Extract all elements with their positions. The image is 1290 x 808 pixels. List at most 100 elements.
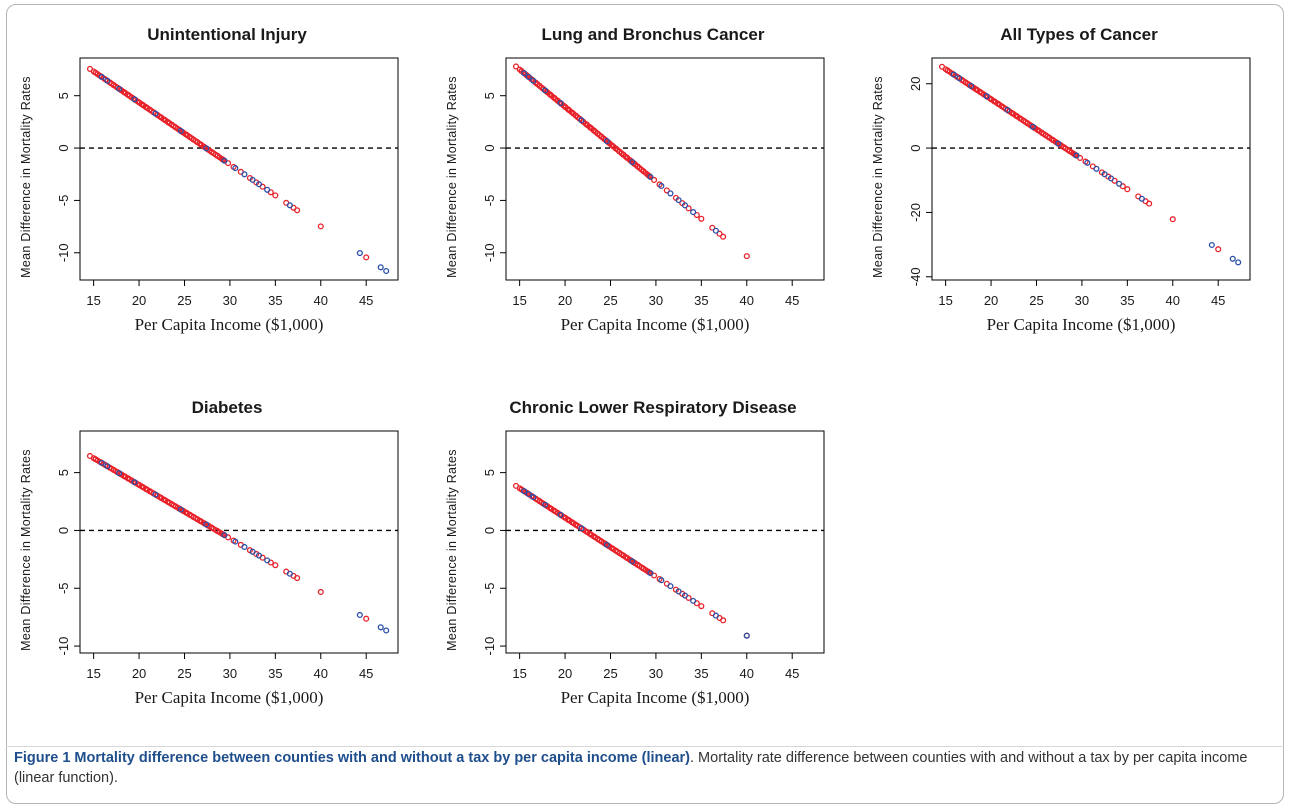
plot-area-border [79, 57, 399, 281]
y-axis-label: Mean Difference in Mortality Rates [19, 76, 33, 278]
data-point-blue [98, 459, 105, 466]
y-tick-label: 0 [56, 527, 71, 534]
data-point-blue [950, 71, 957, 78]
data-point-blue [1235, 259, 1242, 266]
data-point-blue [647, 173, 654, 181]
y-tick-label: 5 [482, 92, 497, 99]
x-axis-label: Per Capita Income ($1,000) [135, 688, 324, 707]
data-point-blue [1107, 175, 1115, 182]
data-point-blue [1093, 165, 1100, 172]
y-tick-label: 0 [482, 527, 497, 534]
data-point-blue [667, 190, 674, 197]
figure-frame [6, 4, 1284, 804]
data-point-red [562, 103, 569, 110]
x-tick-label: 35 [694, 666, 708, 681]
data-point-red [663, 187, 670, 194]
data-point-red [640, 565, 647, 572]
y-tick-label: -20 [908, 203, 923, 222]
data-point-red [612, 145, 619, 152]
data-point-blue [712, 612, 719, 619]
data-point-blue [578, 117, 585, 124]
x-tick-label: 30 [649, 293, 663, 308]
data-point-blue [1029, 123, 1036, 130]
data-point-blue [383, 627, 390, 634]
chart-panel-unintentional-injury: Unintentional Injury 15 20 25 30 35 40 45 5 0 -5 -1… [14, 10, 429, 355]
x-tick-label: 40 [314, 293, 328, 308]
data-point-red [272, 562, 279, 569]
y-tick-label: -10 [482, 637, 497, 656]
data-point-blue [377, 264, 384, 271]
x-tick-label: 25 [603, 666, 617, 681]
data-point-blue [557, 511, 564, 518]
data-point-red [363, 615, 370, 622]
x-tick-label: 40 [740, 666, 754, 681]
data-point-blue [104, 463, 111, 470]
x-tick-label: 45 [359, 293, 373, 308]
data-point-red [1169, 216, 1176, 223]
data-point-red [698, 215, 705, 222]
x-tick-label: 30 [649, 666, 663, 681]
y-tick-label: 0 [482, 144, 497, 151]
data-point-red [512, 482, 520, 489]
x-tick-label: 30 [1075, 293, 1089, 308]
data-point-blue [131, 96, 138, 103]
data-point-blue [286, 202, 293, 209]
x-tick-label: 15 [938, 293, 952, 308]
data-point-red [569, 109, 576, 116]
data-point-blue [255, 552, 263, 559]
y-axis-label: Mean Difference in Mortality Rates [871, 76, 885, 278]
data-point-red [651, 176, 658, 184]
data-point-blue [1084, 159, 1091, 166]
y-tick-label: 5 [56, 92, 71, 99]
x-axis-label: Per Capita Income ($1,000) [135, 315, 324, 334]
chart-title: Chronic Lower Respiratory Disease [509, 398, 796, 417]
data-point-red [272, 192, 279, 199]
y-tick-label: 20 [908, 77, 923, 91]
x-tick-label: 45 [785, 293, 799, 308]
data-point-red [1146, 200, 1153, 207]
data-point-blue [578, 525, 585, 532]
data-point-red [938, 63, 946, 70]
data-point-blue [525, 491, 532, 498]
chart-svg: Chronic Lower Respiratory Disease 15 20 25 3… [445, 398, 825, 707]
x-tick-label: 40 [740, 293, 754, 308]
x-tick-label: 45 [359, 666, 373, 681]
data-point-blue [681, 202, 689, 209]
data-point-red [214, 152, 221, 159]
data-point-red [92, 456, 99, 463]
data-point-blue [104, 77, 111, 84]
x-tick-label: 25 [177, 293, 191, 308]
chart-svg: All Types of Cancer 15 20 25 30 35 40 45 20 0 -20 -… [871, 25, 1251, 334]
data-point-red [214, 527, 221, 534]
x-tick-label: 20 [558, 666, 572, 681]
x-axis-label: Per Capita Income ($1,000) [561, 315, 750, 334]
data-point-blue [249, 176, 256, 183]
data-point-red [594, 130, 601, 137]
data-point-red [572, 112, 580, 119]
data-point-blue [264, 186, 271, 193]
data-point-blue [152, 110, 159, 117]
chart-panel-diabetes: Diabetes 15 20 25 30 35 40 45 5 0 -5 -10 Mean Differ… [14, 383, 429, 728]
data-point-blue [603, 138, 610, 145]
caption-divider [6, 746, 1284, 747]
data-point-blue [131, 479, 138, 486]
chart-panel-chronic-lower-respiratory: Chronic Lower Respiratory Disease 15 20 25 3… [440, 383, 855, 728]
data-point-red [1124, 186, 1131, 193]
data-point-red [743, 253, 750, 260]
data-point-blue [525, 73, 532, 80]
data-point-blue [177, 506, 184, 513]
data-point-blue [232, 538, 239, 545]
data-point-blue [658, 182, 665, 189]
data-point-blue [629, 158, 636, 166]
data-point-red [1215, 246, 1222, 253]
chart-title: Diabetes [192, 398, 263, 417]
data-point-blue [675, 588, 682, 595]
data-point-red [634, 561, 641, 568]
data-point-red [1060, 144, 1067, 151]
y-axis-label: Mean Difference in Mortality Rates [445, 76, 459, 278]
data-point-red [716, 230, 723, 237]
data-point-blue [177, 127, 184, 134]
data-point-blue [1073, 152, 1080, 159]
y-tick-label: -40 [908, 267, 923, 286]
